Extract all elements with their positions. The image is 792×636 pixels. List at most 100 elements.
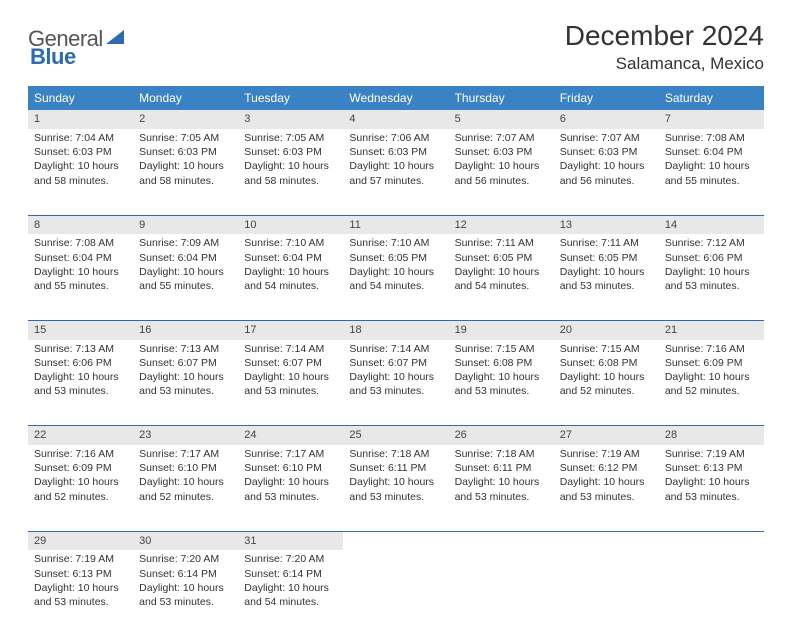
- day-cell: Sunrise: 7:18 AMSunset: 6:11 PMDaylight:…: [449, 445, 554, 531]
- day-cell: Sunrise: 7:20 AMSunset: 6:14 PMDaylight:…: [133, 550, 238, 636]
- day-details: Sunrise: 7:06 AMSunset: 6:03 PMDaylight:…: [349, 131, 442, 188]
- weekday-header: Tuesday: [238, 86, 343, 110]
- weekday-header: Monday: [133, 86, 238, 110]
- day-cell: Sunrise: 7:12 AMSunset: 6:06 PMDaylight:…: [659, 234, 764, 320]
- calendar-table: SundayMondayTuesdayWednesdayThursdayFrid…: [28, 86, 764, 636]
- daynum: 11: [343, 215, 448, 234]
- day-details: Sunrise: 7:19 AMSunset: 6:13 PMDaylight:…: [34, 552, 127, 609]
- daynum: 25: [343, 426, 448, 445]
- daynum: 1: [28, 110, 133, 129]
- day-details: Sunrise: 7:13 AMSunset: 6:06 PMDaylight:…: [34, 342, 127, 399]
- daynum: 5: [449, 110, 554, 129]
- daynum: 30: [133, 531, 238, 550]
- day-cell: Sunrise: 7:19 AMSunset: 6:12 PMDaylight:…: [554, 445, 659, 531]
- content-row: Sunrise: 7:08 AMSunset: 6:04 PMDaylight:…: [28, 234, 764, 320]
- day-cell: Sunrise: 7:15 AMSunset: 6:08 PMDaylight:…: [449, 340, 554, 426]
- day-details: Sunrise: 7:07 AMSunset: 6:03 PMDaylight:…: [455, 131, 548, 188]
- daynum: 2: [133, 110, 238, 129]
- page-header: General December 2024 Salamanca, Mexico: [28, 20, 764, 74]
- day-cell: Sunrise: 7:14 AMSunset: 6:07 PMDaylight:…: [343, 340, 448, 426]
- day-cell: Sunrise: 7:17 AMSunset: 6:10 PMDaylight:…: [133, 445, 238, 531]
- daynum: 19: [449, 320, 554, 339]
- logo-text-blue: Blue: [30, 44, 76, 69]
- month-title: December 2024: [565, 20, 764, 52]
- day-details: Sunrise: 7:08 AMSunset: 6:04 PMDaylight:…: [34, 236, 127, 293]
- day-details: Sunrise: 7:10 AMSunset: 6:04 PMDaylight:…: [244, 236, 337, 293]
- day-cell: Sunrise: 7:14 AMSunset: 6:07 PMDaylight:…: [238, 340, 343, 426]
- daynum-row: 22232425262728: [28, 426, 764, 445]
- day-details: Sunrise: 7:18 AMSunset: 6:11 PMDaylight:…: [455, 447, 548, 504]
- day-details: Sunrise: 7:09 AMSunset: 6:04 PMDaylight:…: [139, 236, 232, 293]
- day-cell: Sunrise: 7:13 AMSunset: 6:07 PMDaylight:…: [133, 340, 238, 426]
- day-cell: Sunrise: 7:08 AMSunset: 6:04 PMDaylight:…: [659, 129, 764, 215]
- daynum: 12: [449, 215, 554, 234]
- content-row: Sunrise: 7:04 AMSunset: 6:03 PMDaylight:…: [28, 129, 764, 215]
- day-cell: Sunrise: 7:05 AMSunset: 6:03 PMDaylight:…: [238, 129, 343, 215]
- daynum: 26: [449, 426, 554, 445]
- daynum: 9: [133, 215, 238, 234]
- daynum: 16: [133, 320, 238, 339]
- day-details: Sunrise: 7:19 AMSunset: 6:13 PMDaylight:…: [665, 447, 758, 504]
- day-details: Sunrise: 7:17 AMSunset: 6:10 PMDaylight:…: [139, 447, 232, 504]
- logo-line2: Blue: [30, 44, 76, 70]
- day-cell: Sunrise: 7:17 AMSunset: 6:10 PMDaylight:…: [238, 445, 343, 531]
- day-cell: Sunrise: 7:11 AMSunset: 6:05 PMDaylight:…: [449, 234, 554, 320]
- daynum: 18: [343, 320, 448, 339]
- calendar-body: 1234567 Sunrise: 7:04 AMSunset: 6:03 PMDa…: [28, 110, 764, 636]
- weekday-header: Thursday: [449, 86, 554, 110]
- day-cell: Sunrise: 7:10 AMSunset: 6:04 PMDaylight:…: [238, 234, 343, 320]
- daynum: 15: [28, 320, 133, 339]
- day-details: Sunrise: 7:14 AMSunset: 6:07 PMDaylight:…: [349, 342, 442, 399]
- content-row: Sunrise: 7:16 AMSunset: 6:09 PMDaylight:…: [28, 445, 764, 531]
- daynum: 10: [238, 215, 343, 234]
- daynum-blank: [659, 531, 764, 550]
- day-cell: Sunrise: 7:11 AMSunset: 6:05 PMDaylight:…: [554, 234, 659, 320]
- day-details: Sunrise: 7:16 AMSunset: 6:09 PMDaylight:…: [34, 447, 127, 504]
- daynum: 6: [554, 110, 659, 129]
- daynum: 7: [659, 110, 764, 129]
- day-cell: Sunrise: 7:19 AMSunset: 6:13 PMDaylight:…: [659, 445, 764, 531]
- day-details: Sunrise: 7:11 AMSunset: 6:05 PMDaylight:…: [455, 236, 548, 293]
- day-cell: Sunrise: 7:13 AMSunset: 6:06 PMDaylight:…: [28, 340, 133, 426]
- day-details: Sunrise: 7:04 AMSunset: 6:03 PMDaylight:…: [34, 131, 127, 188]
- weekday-header: Friday: [554, 86, 659, 110]
- daynum: 20: [554, 320, 659, 339]
- day-details: Sunrise: 7:19 AMSunset: 6:12 PMDaylight:…: [560, 447, 653, 504]
- day-details: Sunrise: 7:11 AMSunset: 6:05 PMDaylight:…: [560, 236, 653, 293]
- day-cell: Sunrise: 7:15 AMSunset: 6:08 PMDaylight:…: [554, 340, 659, 426]
- location-text: Salamanca, Mexico: [565, 54, 764, 74]
- day-cell: Sunrise: 7:08 AMSunset: 6:04 PMDaylight:…: [28, 234, 133, 320]
- day-details: Sunrise: 7:08 AMSunset: 6:04 PMDaylight:…: [665, 131, 758, 188]
- daynum: 31: [238, 531, 343, 550]
- daynum: 13: [554, 215, 659, 234]
- daynum: 29: [28, 531, 133, 550]
- day-details: Sunrise: 7:12 AMSunset: 6:06 PMDaylight:…: [665, 236, 758, 293]
- day-cell-blank: [343, 550, 448, 636]
- day-cell: Sunrise: 7:07 AMSunset: 6:03 PMDaylight:…: [554, 129, 659, 215]
- daynum: 23: [133, 426, 238, 445]
- daynum-blank: [449, 531, 554, 550]
- weekday-header: Saturday: [659, 86, 764, 110]
- day-cell-blank: [659, 550, 764, 636]
- day-details: Sunrise: 7:18 AMSunset: 6:11 PMDaylight:…: [349, 447, 442, 504]
- title-block: December 2024 Salamanca, Mexico: [565, 20, 764, 74]
- weekday-header: Sunday: [28, 86, 133, 110]
- daynum: 22: [28, 426, 133, 445]
- weekday-header: Wednesday: [343, 86, 448, 110]
- day-details: Sunrise: 7:15 AMSunset: 6:08 PMDaylight:…: [455, 342, 548, 399]
- day-cell-blank: [449, 550, 554, 636]
- daynum: 17: [238, 320, 343, 339]
- daynum-row: 15161718192021: [28, 320, 764, 339]
- day-cell: Sunrise: 7:18 AMSunset: 6:11 PMDaylight:…: [343, 445, 448, 531]
- day-cell: Sunrise: 7:10 AMSunset: 6:05 PMDaylight:…: [343, 234, 448, 320]
- day-cell: Sunrise: 7:07 AMSunset: 6:03 PMDaylight:…: [449, 129, 554, 215]
- daynum: 24: [238, 426, 343, 445]
- daynum: 21: [659, 320, 764, 339]
- daynum: 3: [238, 110, 343, 129]
- content-row: Sunrise: 7:13 AMSunset: 6:06 PMDaylight:…: [28, 340, 764, 426]
- daynum-row: 1234567: [28, 110, 764, 129]
- day-cell: Sunrise: 7:16 AMSunset: 6:09 PMDaylight:…: [28, 445, 133, 531]
- day-cell: Sunrise: 7:20 AMSunset: 6:14 PMDaylight:…: [238, 550, 343, 636]
- daynum-row: 293031: [28, 531, 764, 550]
- weekday-header-row: SundayMondayTuesdayWednesdayThursdayFrid…: [28, 86, 764, 110]
